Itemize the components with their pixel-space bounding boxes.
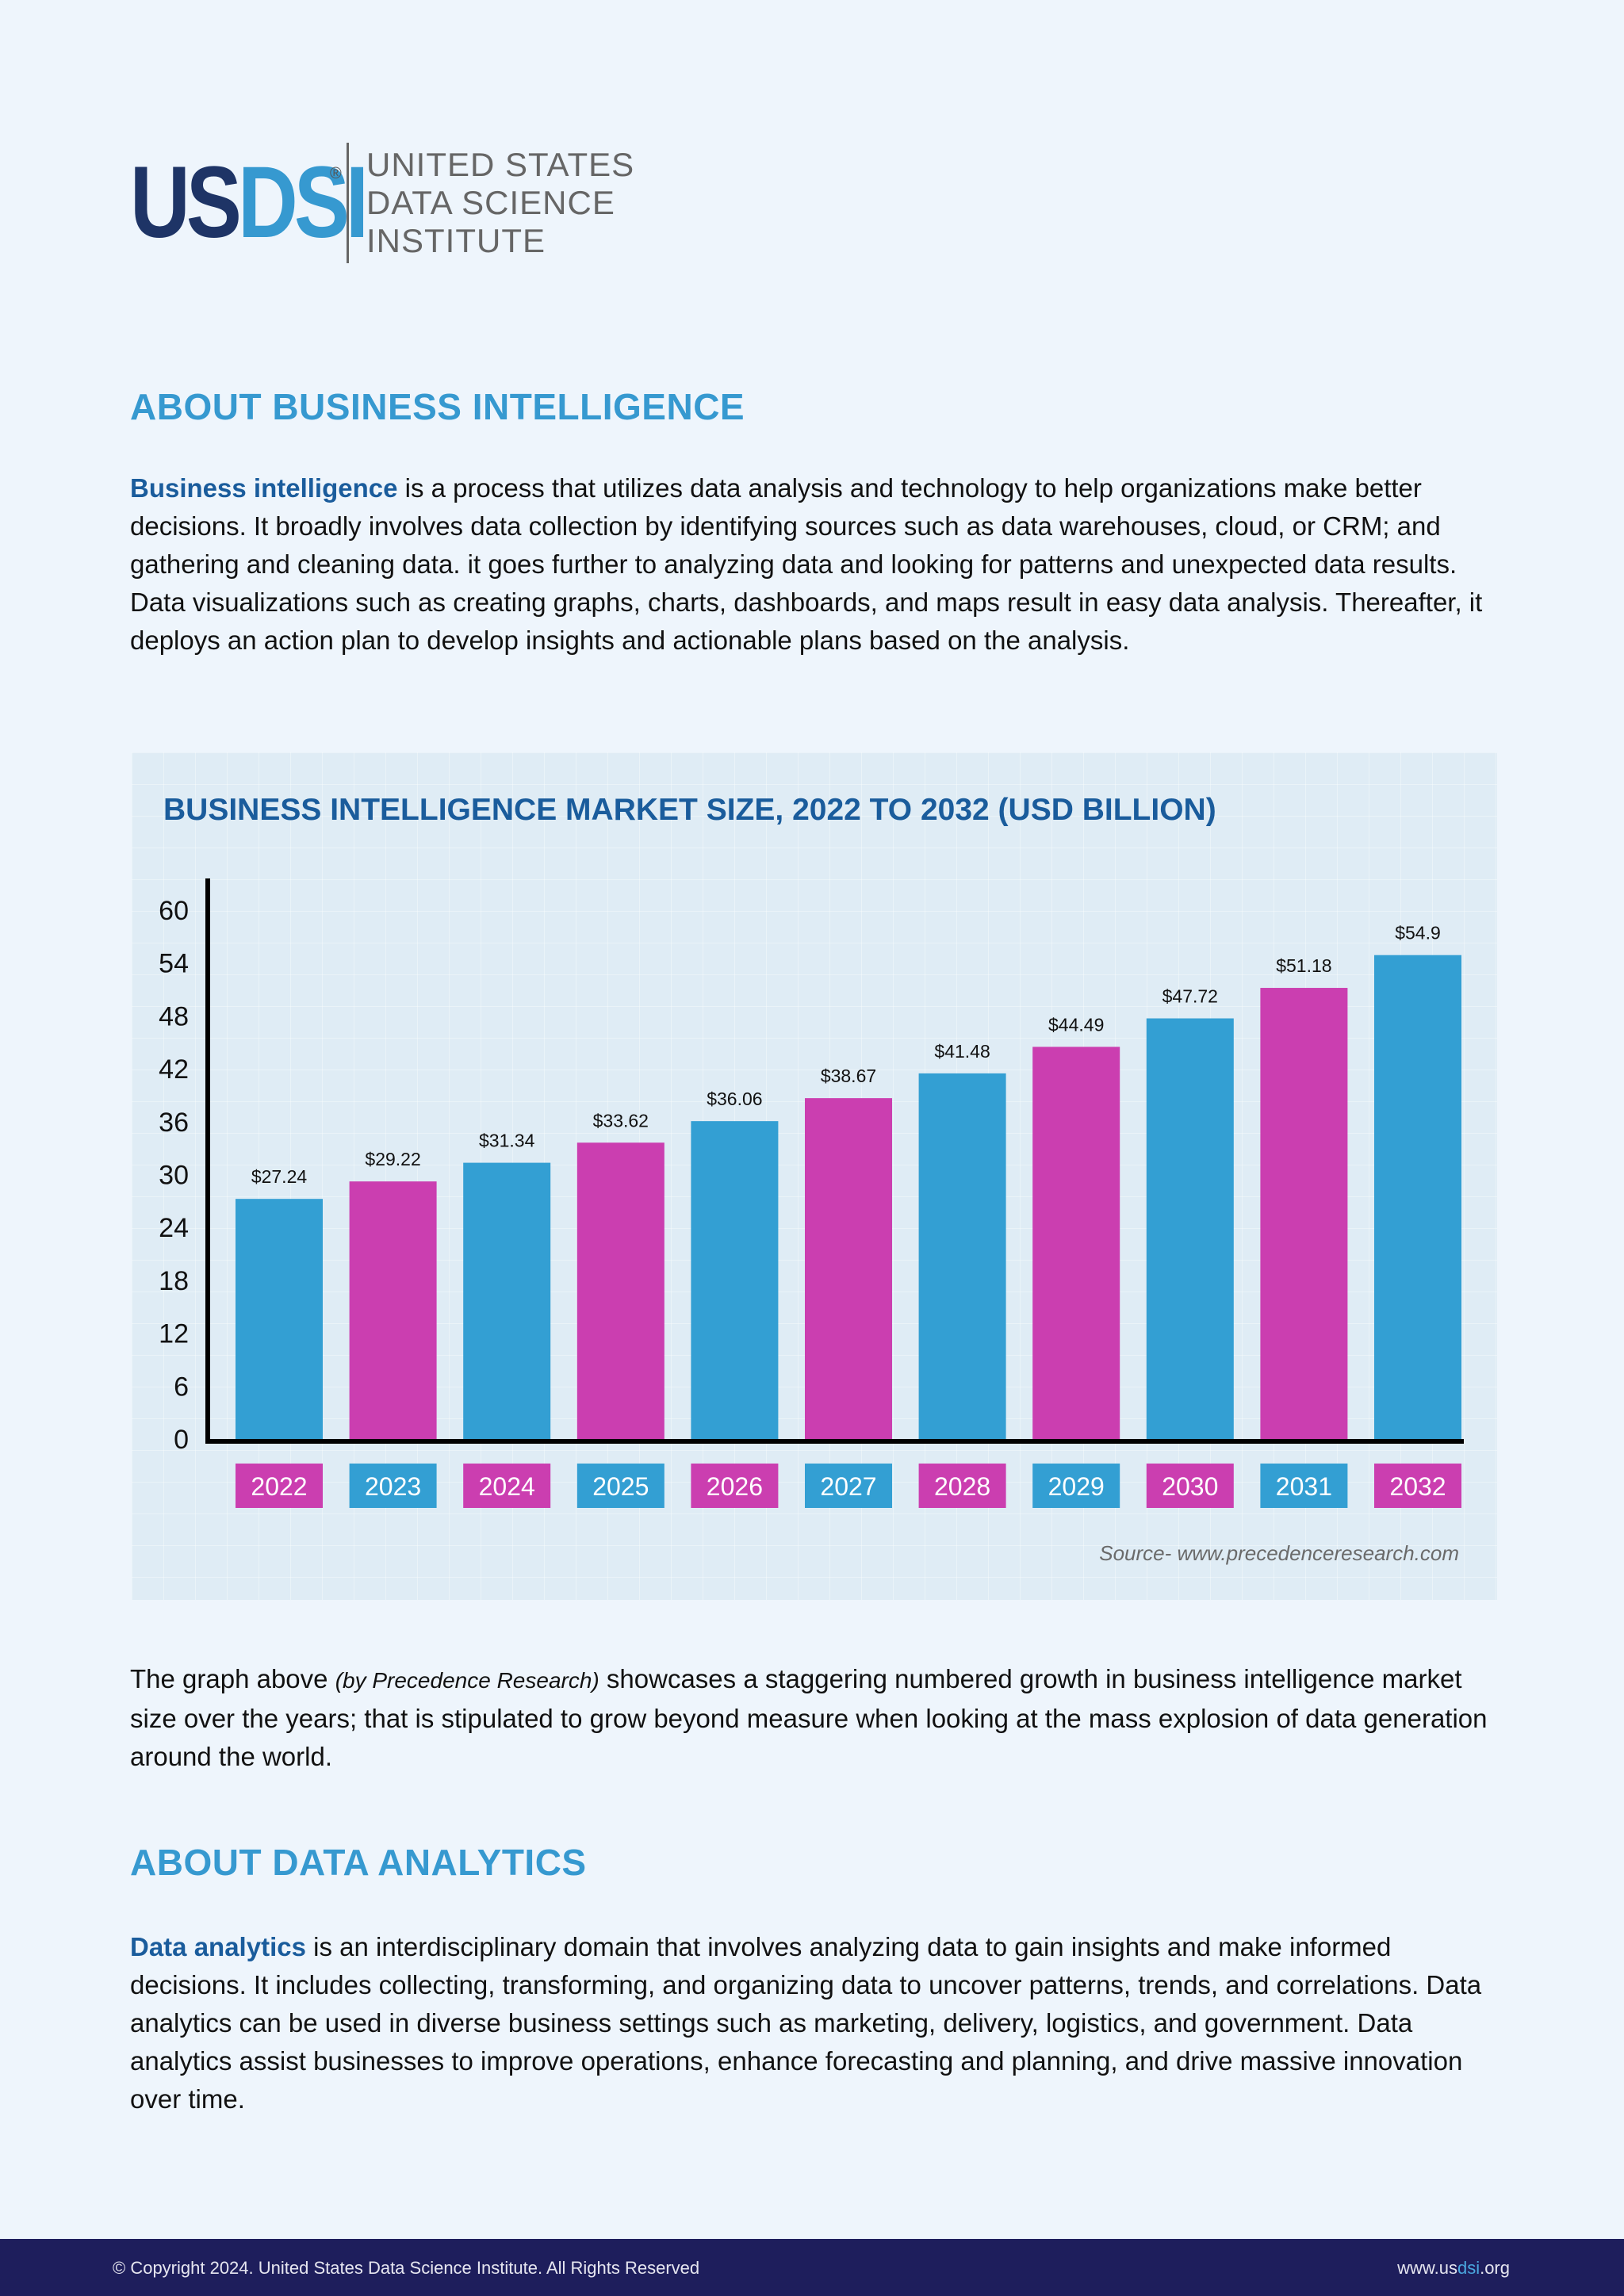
y-axis-ticks: 0 6 12 18 24 30 36 42 48 54 60: [159, 896, 189, 1455]
x-tick-label: 2029: [1048, 1472, 1105, 1501]
y-tick-label: 0: [174, 1425, 189, 1455]
bar: [805, 1098, 892, 1439]
x-label-box: [805, 1464, 892, 1508]
paragraph-business-intelligence: Business intelligence is a process that …: [130, 469, 1502, 660]
logo-text-line: UNITED STATES: [366, 146, 635, 183]
x-tick-label: 2025: [592, 1472, 649, 1501]
paragraph-italic-source: (by Precedence Research): [335, 1668, 599, 1693]
bar-value-label: $47.72: [1162, 986, 1218, 1007]
paragraph-text: showcases a staggering numbered growth i…: [130, 1664, 1488, 1771]
bar: [691, 1121, 779, 1439]
x-tick-label: 2027: [820, 1472, 876, 1501]
paragraph-text: The graph above: [130, 1664, 335, 1693]
footer-copyright: © Copyright 2024. United States Data Sci…: [113, 2258, 700, 2278]
bar: [1032, 1047, 1120, 1439]
chart-title: BUSINESS INTELLIGENCE MARKET SIZE, 2022 …: [163, 793, 1216, 827]
bar-value-label: $44.49: [1048, 1014, 1104, 1035]
chart-source: Source- www.precedenceresearch.com: [1099, 1541, 1459, 1565]
x-label-box: [691, 1464, 779, 1508]
lead-term: Data analytics: [130, 1932, 306, 1961]
bar: [1374, 955, 1461, 1439]
paragraph-body: is a process that utilizes data analysis…: [130, 473, 1483, 655]
bar: [1260, 988, 1348, 1439]
x-tick-label: 2023: [365, 1472, 421, 1501]
y-tick-label: 24: [159, 1213, 189, 1243]
x-label-box: [576, 1464, 665, 1508]
y-tick-label: 12: [159, 1319, 189, 1349]
logo-text: UNITED STATES DATA SCIENCE INSTITUTE: [366, 146, 634, 260]
x-tick-label: 2028: [934, 1472, 990, 1501]
y-tick-label: 54: [159, 949, 189, 979]
logo-divider: [347, 143, 349, 263]
logo-text-line: INSTITUTE: [366, 222, 546, 259]
bars: [236, 955, 1461, 1439]
y-tick-label: 30: [159, 1161, 189, 1191]
x-label-box: [1374, 1464, 1461, 1508]
x-label-box: [349, 1464, 437, 1508]
x-label-box: [1032, 1464, 1120, 1508]
x-axis-labels: 2022 2023 2024 2025 2026 2027 2028 2029 2030 2031…: [236, 1464, 1461, 1508]
x-tick-label: 2030: [1162, 1472, 1218, 1501]
y-tick-label: 42: [159, 1054, 189, 1085]
value-labels: $27.24 $29.22 $31.34 $33.62 $36.06 $38.67 $41.…: [251, 923, 1441, 1187]
y-tick-label: 6: [174, 1372, 189, 1402]
x-tick-label: 2031: [1276, 1472, 1332, 1501]
site-suffix: .org: [1480, 2258, 1510, 2278]
paragraph-body: is an interdisciplinary domain that invo…: [130, 1932, 1482, 2114]
paragraph-graph-description: The graph above (by Precedence Research)…: [130, 1660, 1502, 1776]
bar: [576, 1142, 665, 1439]
bar-value-label: $54.9: [1395, 923, 1441, 943]
x-tick-label: 2026: [707, 1472, 763, 1501]
y-tick-label: 36: [159, 1108, 189, 1138]
site-prefix: www.us: [1397, 2258, 1457, 2278]
bar: [918, 1073, 1006, 1439]
bar: [1146, 1018, 1234, 1439]
y-tick-label: 48: [159, 1001, 189, 1031]
x-label-box: [236, 1464, 323, 1508]
section-heading-business-intelligence: ABOUT BUSINESS INTELLIGENCE: [130, 386, 745, 427]
site-highlight: dsi: [1457, 2258, 1480, 2278]
bar: [236, 1199, 323, 1439]
x-tick-label: 2024: [479, 1472, 535, 1501]
bar-value-label: $38.67: [821, 1066, 876, 1086]
bar-value-label: $31.34: [479, 1131, 535, 1151]
bar-value-label: $29.22: [365, 1149, 420, 1169]
x-tick-label: 2022: [251, 1472, 307, 1501]
y-tick-label: 18: [159, 1266, 189, 1296]
x-label-box: [1260, 1464, 1348, 1508]
registered-mark: ®: [330, 165, 342, 182]
lead-term: Business intelligence: [130, 473, 398, 503]
x-label-box: [918, 1464, 1006, 1508]
bar-value-label: $33.62: [593, 1110, 649, 1131]
y-tick-label: 60: [159, 896, 189, 926]
paragraph-data-analytics: Data analytics is an interdisciplinary d…: [130, 1928, 1502, 2118]
logo-mark-us: US: [130, 146, 242, 259]
footer: © Copyright 2024. United States Data Sci…: [0, 2239, 1624, 2296]
x-label-box: [1146, 1464, 1234, 1508]
section-heading-data-analytics: ABOUT DATA ANALYTICS: [130, 1842, 587, 1883]
bar-value-label: $27.24: [251, 1166, 308, 1187]
logo-text-line: DATA SCIENCE: [366, 184, 615, 221]
footer-site-link[interactable]: www.usdsi.org: [1397, 2258, 1510, 2279]
bar-value-label: $51.18: [1276, 955, 1331, 976]
x-label-box: [463, 1464, 551, 1508]
bar: [463, 1162, 551, 1439]
bar-value-label: $41.48: [934, 1041, 990, 1062]
bar: [349, 1181, 437, 1439]
x-tick-label: 2032: [1389, 1472, 1446, 1501]
bar-value-label: $36.06: [707, 1089, 762, 1109]
